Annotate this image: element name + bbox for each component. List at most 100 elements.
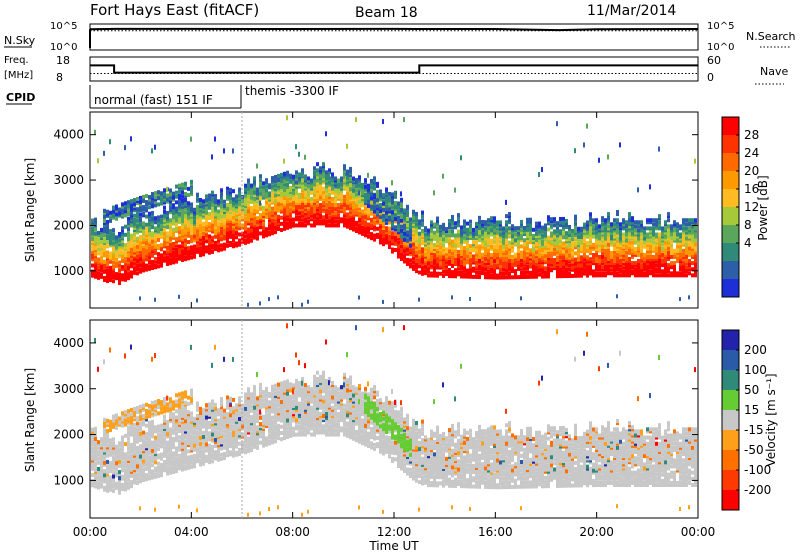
power-cell [553,251,556,256]
power-cell [553,241,556,246]
power-cell [595,230,598,235]
power-cell [460,252,463,257]
power-cell [418,250,421,255]
power-cell [319,205,322,210]
power-cell [457,253,460,258]
power-cell [262,209,265,214]
power-cell [562,255,565,260]
power-cell [271,192,274,197]
velocity-cell [118,455,121,460]
power-cell [316,182,319,187]
power-cell [235,210,238,215]
power-cell [337,196,340,201]
power-cell [247,203,250,208]
power-cell [283,210,286,215]
power-cell [562,241,565,246]
power-cell [163,192,166,197]
power-cell [574,261,577,266]
power-cell [316,162,319,167]
power-cell [490,263,493,268]
power-cell [304,219,307,224]
power-cell [688,261,691,266]
power-cell [250,222,253,227]
power-cell [523,274,526,279]
power-cell [349,207,352,212]
power-cell [661,236,664,241]
power-cell [649,246,652,251]
power-cell [199,240,202,245]
power-cell [499,234,502,239]
power-cell [97,232,100,237]
power-cell [121,244,124,249]
power-cell [421,267,424,272]
power-cell [601,250,604,255]
power-cell [475,221,478,226]
power-cell [538,239,541,244]
power-cell [346,218,349,223]
power-cell [445,263,448,268]
power-cell [139,263,142,268]
power-cell [691,230,694,235]
power-cell [487,220,490,225]
power-cell [127,216,130,221]
power-cell [250,230,253,235]
power-cell [622,261,625,266]
power-cell [124,261,127,266]
power-cell [391,202,394,207]
power-cell [601,254,604,259]
power-cell [259,200,261,206]
power-cell [256,205,259,210]
power-cell [556,229,559,234]
velocity-cell [118,482,121,487]
power-cell [436,271,439,276]
power-cell [163,221,166,226]
power-cell [661,269,664,274]
power-cell [166,261,169,266]
power-cell [418,221,421,226]
power-cell [544,254,547,259]
power-cell [442,233,445,238]
velocity-cell [127,481,130,486]
power-cell [505,199,507,205]
power-cell [463,260,466,265]
power-cell [283,186,286,191]
power-cell [691,248,694,253]
power-cell [385,234,388,239]
power-cell [160,245,163,250]
power-cell [253,229,256,234]
power-cell [601,228,604,233]
power-cell [475,244,478,249]
velocity-cell [106,443,109,448]
power-cell [187,221,190,226]
power-cell [355,212,358,217]
power-cell [253,223,256,228]
power-cell [100,272,103,277]
power-cell [658,259,661,264]
power-cell [619,263,622,268]
power-cell [187,252,190,257]
power-cell [583,269,586,274]
power-cell [163,256,166,261]
velocity-cell [94,467,97,472]
power-cell [418,241,421,246]
power-cell [694,259,697,264]
power-cell [595,248,598,253]
power-cell [100,252,103,257]
power-cell [316,203,319,208]
power-cell [469,219,472,224]
power-cell [442,228,445,233]
power-cell [205,235,208,240]
power-cell [646,244,649,249]
power-cell [112,213,115,218]
power-cell [616,246,619,251]
power-cell [610,230,613,235]
power-cell [310,203,313,208]
power-cell [577,226,580,231]
power-cell [679,236,682,241]
power-cell [214,198,217,203]
power-cell [694,240,697,245]
velocity-cell [103,477,106,482]
velocity-cell [109,446,112,451]
power-cell [499,267,502,272]
power-cell [130,223,133,228]
